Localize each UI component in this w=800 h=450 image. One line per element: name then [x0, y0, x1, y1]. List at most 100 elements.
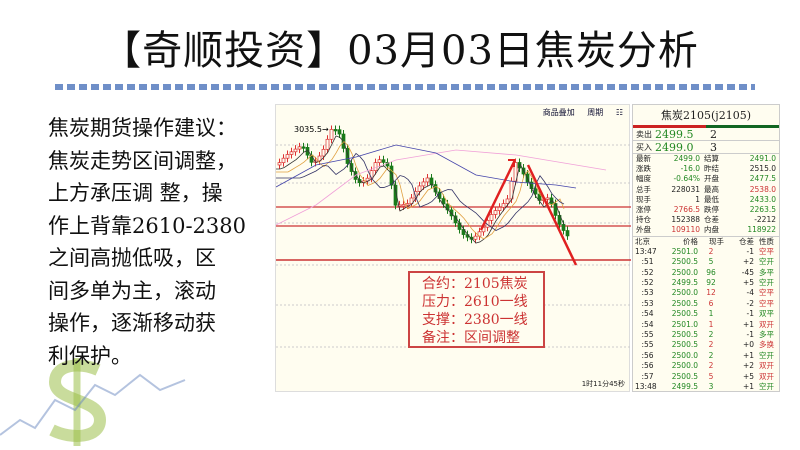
- stat-label: 内盘: [704, 225, 719, 235]
- tick-oi-change: +1: [742, 350, 754, 360]
- dollar-decoration-icon: [0, 358, 186, 446]
- tick-nature: 多平: [759, 330, 774, 340]
- advice-line: 利保护。: [48, 343, 132, 368]
- tick-price: 2500.5: [671, 257, 698, 267]
- tick-time: :55: [641, 330, 654, 340]
- advice-line: 焦炭走势区间调整，: [48, 148, 237, 173]
- tick-time: :54: [641, 309, 654, 319]
- stat-label: 现手: [636, 194, 651, 204]
- info-support: 支撑：2380一线: [422, 312, 528, 328]
- advice-line: 上方承压调 整，操: [48, 181, 223, 205]
- slide-title: 【奇顺投资】03月03日焦炭分析: [101, 28, 699, 74]
- stat-label: 昨结: [704, 164, 719, 174]
- col-volume: 现手: [709, 236, 724, 246]
- tick-volume: 5: [708, 257, 714, 267]
- candle-body: [301, 146, 306, 149]
- stat-value: 2263.5: [749, 204, 776, 214]
- col-time: 北京: [635, 236, 650, 246]
- layout-icon[interactable]: ☷: [615, 108, 623, 117]
- advice-line: 焦炭期货操作建议：: [48, 116, 237, 140]
- advice-line: 操作，逐渐移动获: [48, 311, 216, 335]
- stat-value: 2433.0: [749, 194, 776, 204]
- candle-body: [421, 181, 426, 187]
- tick-row: :52 2499.5 92 +5 空开: [633, 278, 779, 288]
- candle-body: [281, 157, 286, 163]
- stat-value: -2212: [754, 215, 776, 225]
- title-divider: [55, 84, 755, 90]
- stat-value: 2515.0: [749, 164, 776, 174]
- candle-body: [329, 129, 334, 140]
- advice-text: 焦炭期货操作建议： 焦炭走势区间调整， 上方承压调 整，操 作上背靠2610-2…: [48, 112, 273, 372]
- stat-value: 2538.0: [749, 184, 776, 194]
- tick-list[interactable]: 13:47 2501.0 2 -1 空平:51 2500.5 5 +2 空开:52 2500.0 9…: [633, 246, 779, 391]
- info-note: 备注：区间调整: [422, 330, 520, 346]
- ask-price: 2499.5: [655, 127, 694, 141]
- tick-volume: 1: [708, 319, 714, 329]
- tick-oi-change: -1: [746, 330, 754, 340]
- countdown: 1时11分45秒: [581, 380, 625, 388]
- candle-body: [401, 204, 406, 207]
- tick-time: :53: [641, 288, 654, 298]
- kline-chart[interactable]: 商品叠加 周期 ☷ 3035.5→ 1时11分45秒: [275, 104, 631, 392]
- stat-row: 最新 2499.0 结算 2491.0: [633, 154, 779, 164]
- tick-price: 2500.0: [671, 288, 698, 298]
- tick-oi-change: +2: [742, 257, 754, 267]
- tick-price: 2500.0: [671, 361, 698, 371]
- tick-nature: 双平: [759, 309, 774, 319]
- candle-body: [381, 159, 386, 163]
- tick-row: :53 2500.0 12 -4 空平: [633, 288, 779, 298]
- tick-nature: 双开: [759, 319, 774, 329]
- tick-volume: 2: [708, 350, 714, 360]
- candle-body: [505, 198, 510, 204]
- info-contract: 合约：2105焦炭: [422, 276, 528, 292]
- tick-volume: 2: [708, 246, 714, 256]
- tick-price: 2500.5: [671, 371, 698, 381]
- col-oi-change: 仓差: [739, 236, 754, 246]
- period-button[interactable]: 周期: [587, 108, 604, 117]
- candle-body: [545, 197, 550, 200]
- moving-average-line: [276, 144, 577, 189]
- tick-oi-change: -1: [746, 309, 754, 319]
- col-nature: 性质: [759, 236, 774, 246]
- candle-body: [321, 148, 326, 157]
- tick-nature: 双开: [759, 361, 774, 371]
- tick-row: :55 2500.5 2 +0 多换: [633, 340, 779, 350]
- ask-label: 卖出: [636, 129, 652, 139]
- tick-volume: 1: [708, 309, 714, 319]
- candle-body: [413, 191, 418, 199]
- stat-row: 持仓 152388 仓差 -2212: [633, 215, 779, 225]
- candle-body: [533, 188, 538, 195]
- candle-body: [441, 198, 446, 205]
- candle-body: [405, 203, 410, 206]
- candle-body: [345, 148, 350, 164]
- candle-body: [373, 162, 378, 171]
- candle-body: [297, 146, 302, 150]
- tick-volume: 96: [706, 267, 716, 277]
- tick-time: :53: [641, 298, 654, 308]
- stat-label: 跌停: [704, 204, 719, 214]
- stat-value: 228031: [671, 184, 700, 194]
- ask-volume: 2: [710, 127, 717, 141]
- stat-label: 仓差: [704, 215, 719, 225]
- analysis-box: 合约：2105焦炭 压力：2610一线 支撑：2380一线 备注：区间调整: [408, 271, 545, 348]
- moving-average-line: [276, 149, 607, 226]
- stat-label: 最低: [704, 194, 719, 204]
- candle-body: [385, 162, 390, 167]
- stat-value: 109110: [671, 225, 700, 235]
- candle-body: [501, 203, 506, 208]
- tick-row: :54 2500.5 1 -1 双平: [633, 309, 779, 319]
- tick-nature: 空平: [759, 288, 774, 298]
- tick-nature: 空平: [759, 246, 774, 256]
- uptrend-arrow: [479, 161, 516, 231]
- candle-body: [485, 220, 490, 228]
- overlay-button[interactable]: 商品叠加: [542, 108, 575, 117]
- tick-nature: 双开: [759, 371, 774, 381]
- tick-nature: 空开: [759, 257, 774, 267]
- tick-volume: 3: [708, 381, 714, 391]
- candle-body: [409, 197, 414, 204]
- stat-label: 涨停: [636, 204, 651, 214]
- bid-volume: 3: [710, 140, 717, 154]
- stat-row: 总手 228031 最高 2538.0: [633, 185, 779, 195]
- tick-price: 2501.0: [671, 246, 698, 256]
- tick-volume: 92: [706, 278, 716, 288]
